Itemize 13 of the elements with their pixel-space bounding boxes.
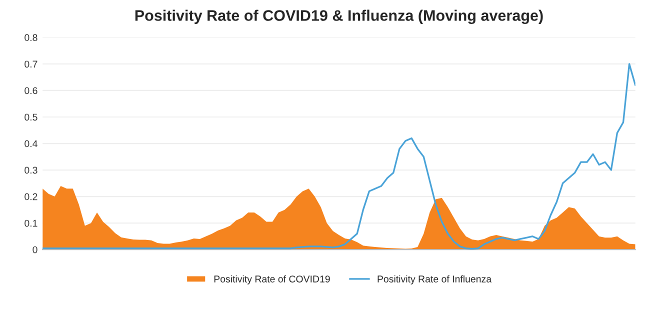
y-tick-label: 0.4 xyxy=(24,140,38,148)
y-tick-label: 0 xyxy=(32,246,38,254)
y-tick-label: 0.6 xyxy=(24,87,38,94)
line-series xyxy=(42,63,636,250)
y-tick-label: 0.1 xyxy=(24,220,38,227)
y-tick-label: 0.5 xyxy=(24,114,38,121)
y-tick-label: 0.3 xyxy=(24,166,38,174)
legend-label: Positivity Rate of Influenza xyxy=(378,275,492,284)
y-tick-label: 0.2 xyxy=(24,193,38,200)
y-tick-label: 0.8 xyxy=(24,34,38,42)
y-tick-label: 0.7 xyxy=(24,60,38,68)
legend-label: Positivity Rate of COVID19 xyxy=(214,275,330,284)
chart-title: Positivity Rate of COVID19 & Influenza (Moving average) xyxy=(135,10,543,24)
